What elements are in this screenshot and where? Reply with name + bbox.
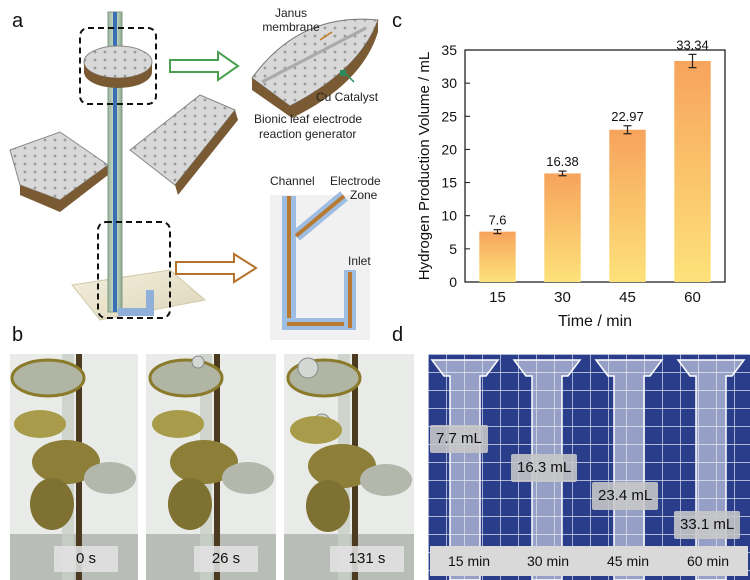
y-tick-label: 25: [441, 108, 457, 124]
electrode-zone-label-line1: Electrode: [330, 174, 381, 188]
data-label: 7.6: [488, 213, 506, 228]
hydrogen-volume-chart: 0 5 10 15 20 25 30 35 15 30 45 60 Time / min Hydrogen…: [416, 37, 726, 330]
panel-c-letter: c: [392, 10, 402, 32]
plot-frame: [464, 49, 726, 283]
bar-45min: [609, 129, 646, 282]
bionic-leaf-label-line1: Bionic leaf electrode: [254, 112, 363, 126]
x-tick-label: 45: [619, 289, 636, 306]
volume-label-15min: 7.7 mL: [430, 425, 488, 453]
tube-time-45min: 45 min: [588, 546, 668, 576]
cu-catalyst-label: Cu Catalyst: [316, 90, 379, 104]
leaf-photo-131s: [284, 354, 414, 580]
electrode-zone-label-line2: Zone: [350, 188, 378, 202]
bionic-leaf-label-line2: reaction generator: [259, 127, 357, 141]
y-tick-label: 30: [441, 75, 457, 91]
volume-label-45min: 23.4 mL: [592, 482, 659, 510]
time-label-26s: 26 s: [194, 546, 258, 572]
bar-60min: [674, 61, 711, 282]
bar-15min: [479, 231, 516, 282]
volume-label-60min: 33.1 mL: [674, 511, 741, 539]
tube-time-15min: 15 min: [430, 546, 508, 576]
panel-a-letter: a: [12, 10, 24, 32]
y-tick-label: 5: [449, 241, 457, 257]
y-tick-label: 20: [441, 141, 457, 157]
x-axis-title: Time / min: [558, 313, 632, 330]
x-tick-label: 60: [684, 289, 701, 306]
bionic-leaf-schematic: [9, 11, 379, 340]
tube-time-60min: 60 min: [668, 546, 748, 576]
leaf-photo-0s: [10, 354, 138, 580]
data-label: 16.38: [546, 154, 579, 169]
time-label-0s: 0 s: [54, 546, 118, 572]
time-label-131s: 131 s: [330, 546, 404, 572]
inlet-label: Inlet: [348, 254, 371, 268]
y-axis-title: Hydrogen Production Volume / mL: [416, 52, 433, 280]
channel-label: Channel: [270, 174, 315, 188]
gas-tube-photos: [428, 354, 750, 580]
y-tick-label: 15: [441, 175, 457, 191]
x-tick-label: 15: [489, 289, 506, 306]
panel-d-letter: d: [392, 324, 404, 346]
y-tick-label: 35: [441, 42, 457, 58]
y-tick-label: 0: [449, 274, 457, 290]
panel-b-letter: b: [12, 324, 24, 346]
bar-30min: [544, 173, 581, 282]
tube-time-30min: 30 min: [508, 546, 588, 576]
y-tick-label: 10: [441, 208, 457, 224]
data-label: 33.34: [676, 37, 709, 52]
janus-membrane-text: Janus membrane: [262, 6, 320, 34]
janus-membrane-label: Janus membrane: [256, 6, 326, 34]
x-tick-label: 30: [554, 289, 571, 306]
volume-label-30min: 16.3 mL: [511, 454, 578, 482]
data-label: 22.97: [611, 109, 644, 124]
